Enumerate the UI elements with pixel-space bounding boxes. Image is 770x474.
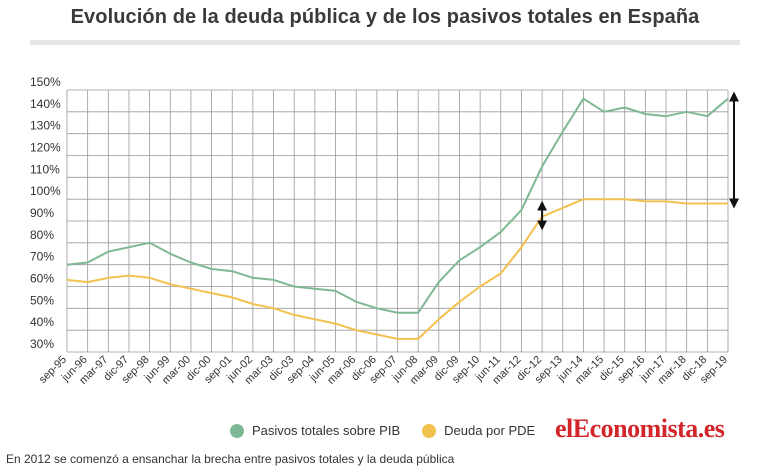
legend-swatch-yellow	[422, 423, 437, 438]
y-tick-label: 50%	[30, 293, 54, 307]
chart-title: Evolución de la deuda pública y de los p…	[70, 6, 700, 28]
series-lines	[66, 97, 729, 340]
y-tick-label: 120%	[30, 141, 61, 155]
y-tick-label: 80%	[30, 228, 54, 242]
chart-annotations	[537, 91, 739, 231]
y-tick-label: 100%	[30, 184, 61, 198]
y-tick-label: 40%	[30, 315, 54, 329]
x-axis-ticks: sep-95jun-96mar-97dic-97sep-98jun-99mar-…	[37, 354, 730, 387]
y-tick-label: 110%	[30, 162, 60, 176]
y-tick-label: 150%	[30, 75, 61, 89]
series-line-0	[66, 97, 729, 314]
y-tick-label: 140%	[30, 97, 61, 111]
legend-item-pasivos: Pasivos totales sobre PIB	[230, 423, 400, 438]
y-tick-label: 130%	[30, 119, 61, 133]
y-tick-label: 70%	[30, 250, 54, 264]
y-tick-label: 90%	[30, 206, 54, 220]
legend-swatch-green	[230, 423, 244, 438]
brand-logo: elEconomista.es	[555, 414, 725, 443]
y-tick-label: 30%	[30, 337, 54, 351]
title-divider	[30, 40, 740, 45]
y-axis-ticks: 30% 40% 50% 60% 70% 80% 90% 100% 110% 120% 130% 140…	[30, 75, 61, 351]
series-line-1	[66, 198, 728, 340]
legend-item-deuda: Deuda por PDE	[422, 423, 535, 438]
y-tick-label: 60%	[30, 272, 54, 286]
chart-legend: Pasivos totales sobre PIB Deuda por PDE	[230, 423, 557, 438]
footnote: En 2012 se comenzó a ensanchar la brecha…	[6, 452, 455, 466]
chart-grid	[66, 89, 729, 353]
legend-label-deuda: Deuda por PDE	[444, 423, 536, 438]
legend-label-pasivos: Pasivos totales sobre PIB	[252, 423, 401, 438]
